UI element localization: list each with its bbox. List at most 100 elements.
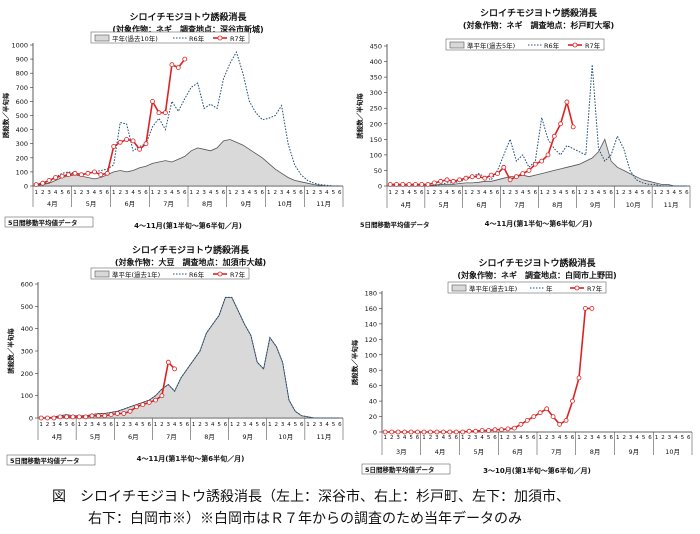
x-tick-label: 6 [648,435,652,441]
y-tick-label: 60 [369,382,377,390]
series-r7-point [382,429,388,435]
x-tick-label: 1 [230,422,234,428]
legend-marker-r7 [574,285,580,291]
y-tick-label: 0 [373,429,377,437]
x-tick-label: 5 [641,190,645,196]
x-tick-label: 1 [39,422,43,428]
series-r7-point [127,408,133,414]
chart-legend: 準平年(過去1年) 年 R7年 [447,281,607,294]
legend-label: R6年 [189,270,205,279]
series-r7-point [532,161,538,167]
x-tick-label: 6 [67,190,71,196]
chart-title: シロイチモジヨトウ誘殺消長 [132,244,250,256]
month-label: 4月 [435,448,446,456]
series-r7-point [96,413,101,419]
x-tick-label: 3 [553,190,557,196]
chart-panel-4: シロイチモジヨトウ誘殺消長(対象作物：ネギ 調査地点：白岡市上野田)準平年(過去… [350,257,693,475]
series-r7-point [450,178,456,184]
x-tick-label: 6 [458,190,462,196]
month-label: 11月 [317,433,332,441]
series-r7-point [415,429,420,435]
x-tick-label: 4 [249,422,253,428]
series-r7-point [102,413,108,419]
y-tick-label: 180 [365,290,377,298]
x-tick-label: 6 [338,190,342,196]
x-tick-label: 6 [496,190,500,196]
series-r6-line [41,296,340,419]
y-tick-label: 400 [21,325,33,333]
month-label: 5月 [86,200,97,208]
x-tick-label: 5 [679,190,683,196]
legend-box [90,31,250,44]
series-r7-point [92,169,97,175]
x-tick-label: 1 [578,190,582,196]
x-tick-label: 5 [179,422,183,428]
series-r7-point [564,99,570,105]
chart-note: 5日間移動平均値データ [8,218,78,227]
x-tick-label: 6 [420,190,424,196]
x-tick-label: 4 [597,435,601,441]
series-r7-point [505,426,511,432]
x-tick-label: 5 [332,422,336,428]
x-tick-label: 1 [228,190,232,196]
series-r7-point [137,146,143,152]
y-tick-label: 0 [24,183,28,191]
legend-marker-r7 [217,271,223,277]
series-r7-point [427,429,433,435]
series-r7-point [545,152,551,158]
caption-line-1: 図 シロイチモジヨトウ誘殺消長（左上：深谷市、右上：杉戸町、左下：加須市、 [52,489,570,505]
x-tick-label: 4 [209,190,213,196]
y-tick-label: 200 [16,154,28,162]
x-tick-label: 2 [157,190,161,196]
x-tick-label: 3 [551,435,555,441]
x-tick-label: 2 [660,190,664,196]
x-tick-label: 3 [474,435,478,441]
x-tick-label: 2 [236,422,240,428]
legend-label: R7年 [587,284,603,293]
month-label: 8月 [204,433,215,441]
x-tick-label: 4 [597,190,601,196]
series-r7-point [394,181,399,187]
legend-label: 準平年(過去1年) [112,270,160,279]
x-axis-label: 4～11月(第1半旬～第6半旬／月) [134,221,242,230]
series-r7-line [390,98,574,186]
y-tick-label: 900 [16,56,28,64]
chart-panel-1: シロイチモジヨトウ誘殺消長(対象作物：ネギ 調査地点：深谷市新城)平年(過去10… [1,11,344,230]
series-r7-point [83,414,89,420]
x-tick-label: 4 [442,435,446,441]
note-box [6,454,96,466]
x-tick-label: 2 [160,422,164,428]
x-tick-label: 4 [403,435,407,441]
series-r7-point [406,181,412,187]
month-label: 4月 [47,200,58,208]
y-tick-label: 100 [21,392,33,400]
chart-panel-2: シロイチモジヨトウ誘殺消長(対象作物：ネギ 調査地点：杉戸町大塚) 準平年(過去5… [355,7,691,229]
legend-box [90,267,250,280]
y-tick-label: 200 [21,370,33,378]
series-normal-area [41,297,340,419]
x-tick-label: 3 [167,422,171,428]
series-r7-point [466,428,472,434]
x-tick-label: 6 [299,190,303,196]
x-tick-label: 6 [262,422,266,428]
x-tick-label: 2 [390,435,394,441]
x-tick-label: 6 [224,422,228,428]
series-r7-point [495,171,500,177]
legend-label: R7年 [230,34,246,43]
x-tick-label: 1 [154,422,158,428]
x-tick-label: 5 [332,190,336,196]
chart-panel-3: シロイチモジヨトウ誘殺消長(対象作物：大豆 調査地点：加須市大越)準平年(過去1… [6,244,344,466]
series-r7-point [98,172,104,178]
y-tick-label: 600 [21,281,33,289]
x-tick-label: 6 [222,190,226,196]
legend-marker-r7 [572,42,578,48]
x-tick-label: 6 [416,435,420,441]
x-tick-label: 3 [435,435,439,441]
series-r7-point [66,172,71,178]
series-r7-point [537,410,543,416]
x-tick-label: 1 [461,435,465,441]
x-tick-label: 1 [654,190,658,196]
x-tick-label: 6 [610,435,614,441]
x-tick-label: 6 [300,422,304,428]
series-r7-point [402,429,408,435]
